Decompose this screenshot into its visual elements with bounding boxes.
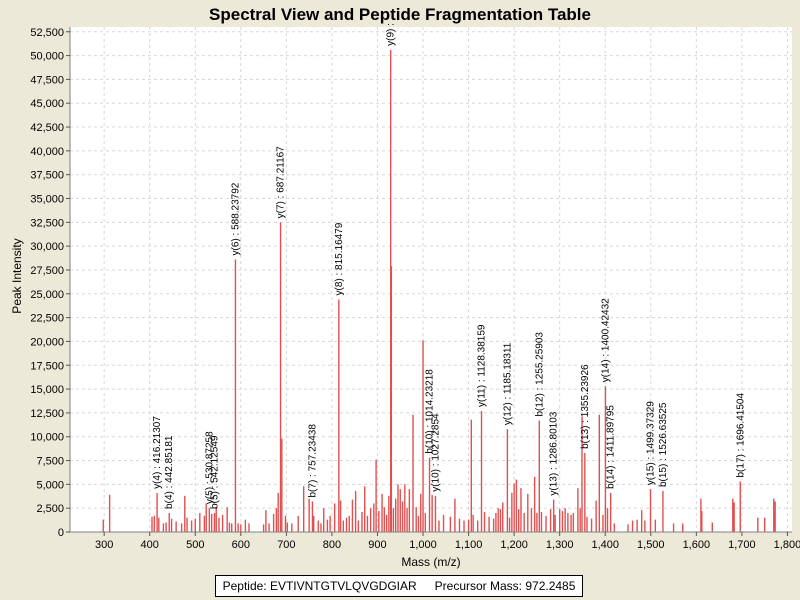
x-tick-label: 600 xyxy=(232,539,250,551)
y-tick-label: 37,500 xyxy=(30,170,64,182)
y-tick-label: 47,500 xyxy=(30,74,64,86)
x-tick-label: 1,600 xyxy=(683,539,711,551)
chart-title: Spectral View and Peptide Fragmentation … xyxy=(209,5,591,24)
peak-annotation: y(8) : 815.16479 xyxy=(334,222,345,295)
y-tick-label: 45,000 xyxy=(30,98,64,110)
peak-annotation: b(5) : 542.12549 xyxy=(209,435,220,509)
y-tick-label: 50,000 xyxy=(30,51,64,63)
peak-annotation: b(7) : 757.23438 xyxy=(307,424,318,498)
plot-area xyxy=(70,27,792,532)
peak-annotation: y(10) : 1027.2854 xyxy=(430,413,441,492)
precursor-mass: Precursor Mass: 972.2485 xyxy=(434,579,576,593)
peak-annotation: y(5) : 530.87258 xyxy=(204,431,215,504)
y-tick-label: 32,500 xyxy=(30,217,64,229)
x-tick-label: 900 xyxy=(368,539,386,551)
y-tick-label: 35,000 xyxy=(30,194,64,206)
y-tick-label: 5,000 xyxy=(36,479,64,491)
peak-annotation: y(14) : 1400.42432 xyxy=(600,298,611,382)
peak-annotation: b(4) : 442.85181 xyxy=(164,435,175,509)
peak-annotation: b(12) : 1255.25903 xyxy=(534,332,545,417)
y-tick-label: 12,500 xyxy=(30,408,64,420)
peak-annotation: y(11) : 1128.38159 xyxy=(477,324,488,407)
y-tick-label: 40,000 xyxy=(30,146,64,158)
x-axis-ticks: 300 400 500 600 700 800 900 1,000 1,100 1,200 1,30… xyxy=(95,532,800,551)
peak-annotation: y(4) : 416.21307 xyxy=(152,416,163,489)
x-tick-label: 1,100 xyxy=(455,539,483,551)
y-tick-label: 30,000 xyxy=(30,241,64,253)
x-tick-label: 1,800 xyxy=(774,539,800,551)
x-tick-label: 500 xyxy=(186,539,204,551)
x-tick-label: 700 xyxy=(277,539,295,551)
peak-annotation: b(15) : 1526.63525 xyxy=(658,402,669,487)
axes xyxy=(69,27,792,533)
peptide-info-box: Peptide: EVTIVNTGTVLQVGDGIAR Precursor M… xyxy=(215,575,583,597)
peak-annotation: y(15) : 1499.37329 xyxy=(646,401,657,485)
y-tick-label: 0 xyxy=(58,527,64,539)
y-axis-label: Peak Intensity xyxy=(10,238,24,313)
y-tick-label: 22,500 xyxy=(30,313,64,325)
peak-annotation: b(14) : 1411.89795 xyxy=(606,405,617,489)
x-tick-label: 1,400 xyxy=(591,539,619,551)
y-tick-label: 20,000 xyxy=(30,336,64,348)
peak-annotation: b(17) : 1696.41504 xyxy=(735,393,746,478)
peak-bars xyxy=(102,49,776,532)
peptide-sequence: Peptide: EVTIVNTGTVLQVGDGIAR xyxy=(222,579,417,593)
peak-annotation: y(7) : 687.21167 xyxy=(276,146,287,219)
y-axis-ticks: 0 2,500 5,000 7,500 10,000 12,500 15,000 17,500… xyxy=(30,27,70,539)
y-tick-label: 42,500 xyxy=(30,122,64,134)
y-tick-label: 2,500 xyxy=(36,503,64,515)
peak-annotation: y(9) : xyxy=(386,23,397,46)
x-tick-label: 1,500 xyxy=(637,539,665,551)
y-tick-label: 7,500 xyxy=(36,456,64,468)
x-tick-label: 300 xyxy=(95,539,113,551)
peak-annotation: b(10) : 1014.23218 xyxy=(425,369,436,454)
grid-lines xyxy=(70,27,792,533)
x-tick-label: 1,300 xyxy=(546,539,574,551)
x-tick-label: 400 xyxy=(141,539,159,551)
x-tick-label: 1,200 xyxy=(500,539,528,551)
peak-annotations: y(4) : 416.21307 b(4) : 442.85181 y(5) : 5… xyxy=(152,23,746,509)
y-tick-label: 17,500 xyxy=(30,360,64,372)
peak-annotation: y(12) : 1185.18311 xyxy=(502,342,513,425)
y-tick-label: 25,000 xyxy=(30,289,64,301)
x-tick-label: 800 xyxy=(323,539,341,551)
peak-annotation: b(13) : 1355.23926 xyxy=(580,364,591,449)
peak-annotation: y(13) : 1286.80103 xyxy=(549,411,560,495)
x-axis-label: Mass (m/z) xyxy=(401,555,460,569)
y-tick-label: 10,000 xyxy=(30,432,64,444)
x-tick-label: 1,700 xyxy=(728,539,756,551)
peak-annotation: y(6) : 588.23792 xyxy=(230,182,241,255)
y-tick-label: 27,500 xyxy=(30,265,64,277)
y-tick-label: 15,000 xyxy=(30,384,64,396)
y-tick-label: 52,500 xyxy=(30,27,64,39)
x-tick-label: 1,000 xyxy=(409,539,437,551)
